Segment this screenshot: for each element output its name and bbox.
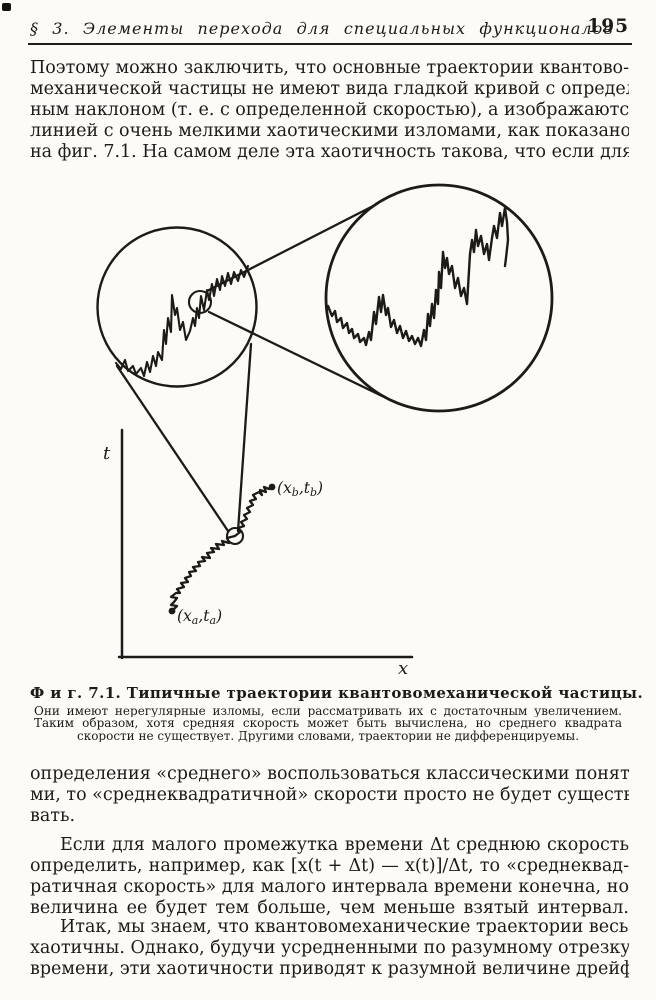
text-line: величина ее будет тем больше, чем меньше… — [30, 898, 629, 918]
text-line: определения «среднего» воспользоваться к… — [30, 764, 629, 784]
figure-7-1: t x (xb,tb) (xa,ta) — [96, 183, 554, 679]
text-line: времени, эти хаотичности приводят к разу… — [30, 959, 629, 979]
trajectory-path — [169, 485, 274, 613]
text-line: ратичная скорость» для малого интервала … — [30, 877, 629, 897]
text-line: механической частицы не имеют вида гладк… — [30, 79, 629, 99]
header-rule — [28, 43, 632, 45]
scan-artifact — [2, 3, 11, 11]
right-magnifier-circle — [324, 183, 554, 413]
caption-line: скорости не существует. Другими словами,… — [76, 729, 580, 742]
text-line: на фиг. 7.1. На самом деле эта хаотичнос… — [30, 142, 629, 162]
figure-caption-title: Ф и г. 7.1. Типичные траектории квантово… — [30, 684, 644, 702]
right-magnified-path — [326, 206, 510, 348]
text-line: вать. — [30, 806, 76, 826]
text-line: ми, то «среднеквадратичной» скорости про… — [30, 785, 629, 805]
point-a-label: (xa,ta) — [177, 607, 222, 627]
paragraph-3: Если для малого промежутка времени Δt ср… — [30, 835, 629, 919]
caption-line: Таким образом, хотя средняя скорость мож… — [34, 717, 622, 730]
text-line: линией с очень мелкими хаотическими изло… — [30, 121, 629, 141]
text-line: определить, например, как [x(t + Δt) — x… — [30, 856, 629, 876]
text-line: Если для малого промежутка времени Δt ср… — [60, 835, 629, 855]
text-line: Итак, мы знаем, что квантовомеханические… — [60, 917, 629, 937]
t-axis-label: t — [103, 443, 111, 464]
cone-line-left — [115, 364, 230, 533]
figure-caption-text: Они имеют нерегулярные изломы, если расс… — [34, 705, 622, 742]
caption-line: Они имеют нерегулярные изломы, если расс… — [34, 705, 622, 718]
left-magnified-path — [114, 264, 250, 378]
text-line: хаотичны. Однако, будучи усредненными по… — [30, 938, 629, 958]
text-line: Поэтому можно заключить, что основные тр… — [30, 58, 629, 78]
text-line: ным наклоном (т. е. с определенной скоро… — [30, 100, 629, 120]
point-b-label: (xb,tb) — [277, 479, 323, 499]
left-magnifier-circle — [96, 226, 258, 388]
cone-line-right — [236, 342, 253, 533]
x-axis-label: x — [398, 658, 408, 679]
paragraph-2: определения «среднего» воспользоваться к… — [30, 764, 629, 827]
point-b-dot — [268, 483, 276, 491]
running-header: § 3. Элементы перехода для специальных ф… — [30, 19, 614, 38]
paragraph-1: Поэтому можно заключить, что основные тр… — [30, 58, 629, 163]
point-a-dot — [168, 607, 176, 615]
paragraph-4: Итак, мы знаем, что квантовомеханические… — [30, 917, 629, 980]
plot-small-circle — [225, 526, 245, 546]
cone-line-lower-right — [207, 310, 384, 398]
page-number: 195 — [587, 16, 629, 37]
